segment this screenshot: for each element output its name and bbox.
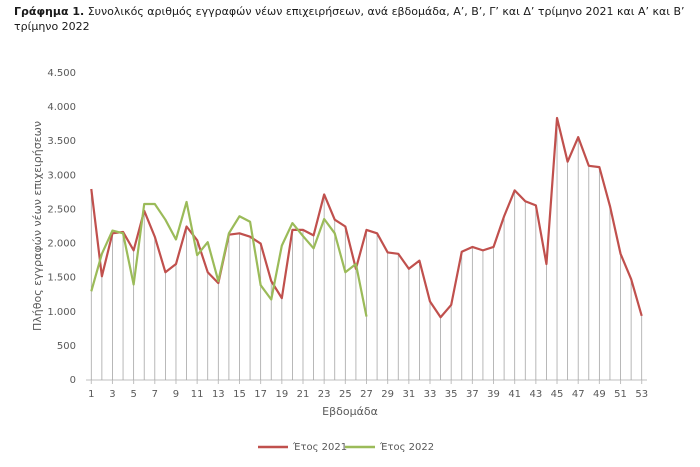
x-tick-label: 5 — [130, 389, 136, 400]
x-tick-label: 7 — [152, 389, 158, 400]
x-tick-label: 31 — [402, 389, 415, 400]
x-tick-label: 41 — [508, 389, 521, 400]
x-tick-label: 9 — [173, 389, 179, 400]
x-tick-label: 51 — [614, 389, 627, 400]
x-tick-label: 53 — [635, 389, 648, 400]
y-tick-label: 0 — [70, 375, 76, 386]
x-tick-label: 11 — [191, 389, 204, 400]
x-tick-label: 43 — [529, 389, 542, 400]
y-tick-label: 2.500 — [47, 204, 76, 215]
y-tick-label: 3.000 — [47, 170, 76, 181]
y-tick-label: 4.000 — [47, 102, 76, 113]
x-tick-label: 47 — [572, 389, 585, 400]
y-tick-label: 1.000 — [47, 307, 76, 318]
legend-label: Έτος 2022 — [379, 441, 434, 453]
y-tick-label: 500 — [57, 341, 76, 352]
y-tick-label: 1.500 — [47, 273, 76, 284]
x-tick-label: 27 — [360, 389, 373, 400]
x-tick-label: 23 — [318, 389, 331, 400]
x-tick-label: 45 — [551, 389, 564, 400]
x-axis-label: Εβδομάδα — [322, 405, 378, 418]
legend-label: Έτος 2021 — [292, 441, 347, 453]
x-tick-label: 13 — [212, 389, 225, 400]
x-tick-label: 33 — [424, 389, 437, 400]
chart-title: Γράφημα 1. Συνολικός αριθμός εγγραφών νέ… — [14, 4, 694, 34]
y-tick-label: 2.000 — [47, 239, 76, 250]
title-text: Συνολικός αριθμός εγγραφών νέων επιχειρή… — [14, 5, 685, 33]
x-tick-label: 17 — [254, 389, 267, 400]
x-tick-label: 25 — [339, 389, 352, 400]
x-tick-label: 35 — [445, 389, 458, 400]
y-tick-label: 3.500 — [47, 136, 76, 147]
y-tick-label: 4.500 — [47, 68, 76, 79]
y-axis-label: Πλήθος εγγραφών νέων επιχειρήσεων — [31, 121, 44, 331]
title-label: Γράφημα 1. — [14, 5, 85, 18]
x-tick-label: 15 — [233, 389, 246, 400]
x-tick-label: 1 — [88, 389, 94, 400]
series-line — [90, 200, 368, 317]
x-tick-label: 19 — [275, 389, 288, 400]
x-tick-label: 39 — [487, 389, 500, 400]
x-tick-label: 3 — [109, 389, 115, 400]
x-tick-label: 29 — [381, 389, 394, 400]
x-tick-label: 21 — [297, 389, 310, 400]
series-line — [90, 116, 643, 319]
x-tick-label: 49 — [593, 389, 606, 400]
x-tick-label: 37 — [466, 389, 479, 400]
